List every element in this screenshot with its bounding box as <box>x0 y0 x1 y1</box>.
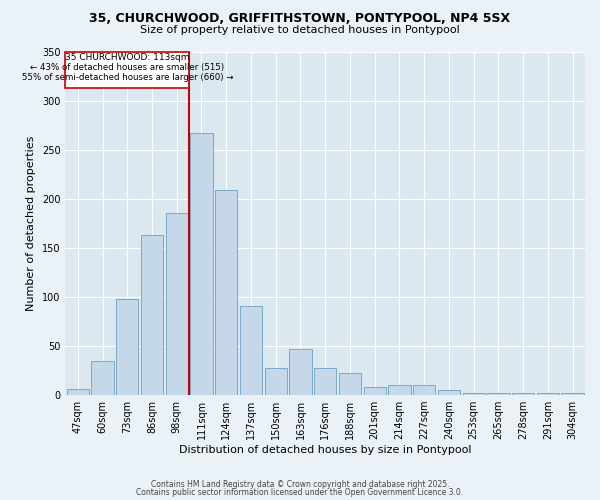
Bar <box>463 393 485 395</box>
Text: 55% of semi-detached houses are larger (660) →: 55% of semi-detached houses are larger (… <box>22 72 233 82</box>
Bar <box>339 374 361 395</box>
Text: Contains HM Land Registry data © Crown copyright and database right 2025.: Contains HM Land Registry data © Crown c… <box>151 480 449 489</box>
Bar <box>116 299 139 395</box>
X-axis label: Distribution of detached houses by size in Pontypool: Distribution of detached houses by size … <box>179 445 472 455</box>
Bar <box>364 387 386 395</box>
Text: Contains public sector information licensed under the Open Government Licence 3.: Contains public sector information licen… <box>136 488 464 497</box>
Text: Size of property relative to detached houses in Pontypool: Size of property relative to detached ho… <box>140 25 460 35</box>
Bar <box>190 133 212 395</box>
Bar <box>537 393 559 395</box>
Bar <box>487 393 509 395</box>
Y-axis label: Number of detached properties: Number of detached properties <box>26 136 37 311</box>
Bar <box>265 368 287 395</box>
Bar <box>67 389 89 395</box>
FancyBboxPatch shape <box>65 52 189 88</box>
Text: 35, CHURCHWOOD, GRIFFITHSTOWN, PONTYPOOL, NP4 5SX: 35, CHURCHWOOD, GRIFFITHSTOWN, PONTYPOOL… <box>89 12 511 26</box>
Bar <box>512 393 534 395</box>
Bar <box>240 306 262 395</box>
Bar <box>289 349 311 395</box>
Bar <box>438 390 460 395</box>
Bar <box>413 386 436 395</box>
Bar <box>141 235 163 395</box>
Bar <box>388 386 410 395</box>
Text: 35 CHURCHWOOD: 113sqm: 35 CHURCHWOOD: 113sqm <box>65 53 190 62</box>
Bar <box>215 190 238 395</box>
Bar <box>314 368 337 395</box>
Bar <box>91 360 113 395</box>
Bar <box>562 393 584 395</box>
Bar <box>166 214 188 395</box>
Text: ← 43% of detached houses are smaller (515): ← 43% of detached houses are smaller (51… <box>30 62 224 72</box>
